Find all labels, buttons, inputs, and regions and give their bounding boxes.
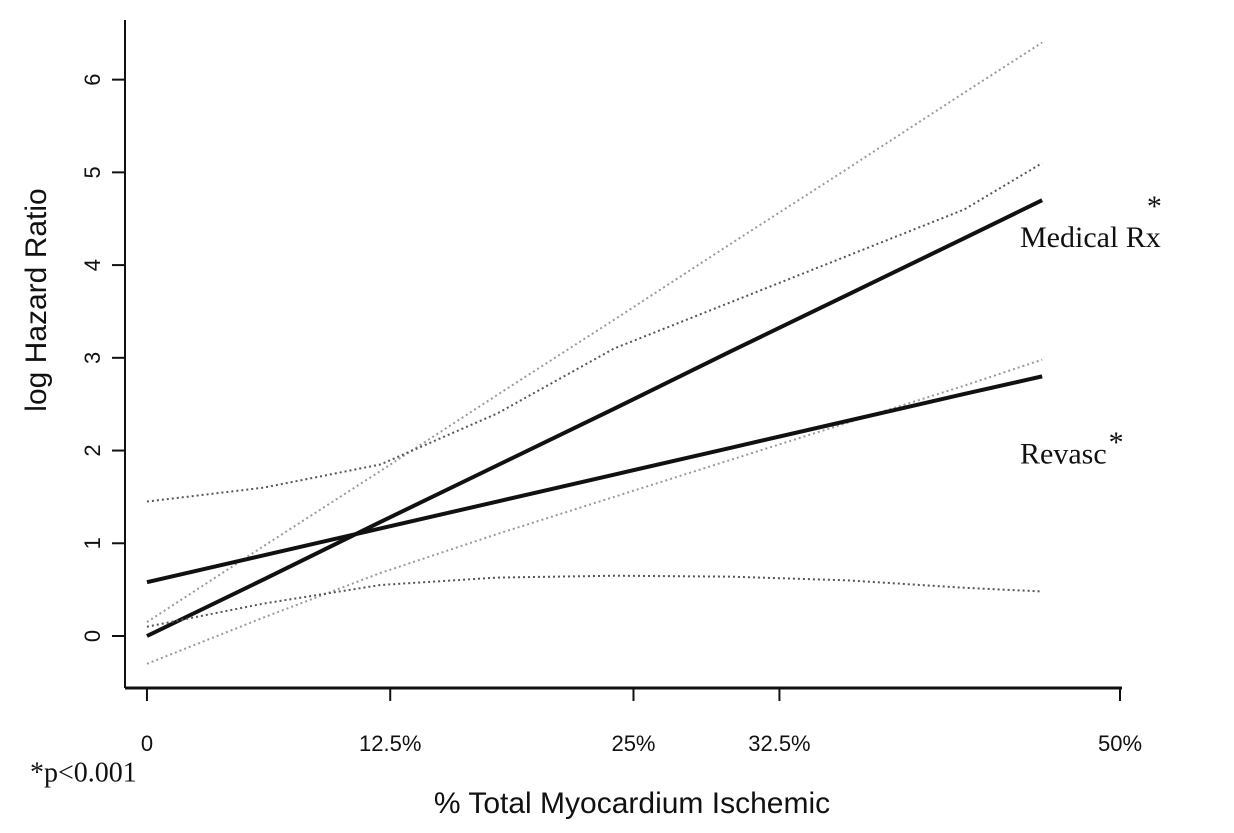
- x-tick-label: 0: [141, 731, 153, 756]
- significance-marker: *: [1109, 426, 1124, 459]
- series-label: Revasc: [1020, 437, 1107, 470]
- significance-marker: *: [1147, 190, 1162, 223]
- x-axis-label: % Total Myocardium Ischemic: [434, 787, 830, 820]
- y-tick-label: 6: [80, 74, 105, 86]
- y-tick-label: 4: [80, 259, 105, 271]
- y-tick-label: 1: [80, 537, 105, 549]
- y-axis-label: log Hazard Ratio: [20, 188, 53, 411]
- x-tick-label: 12.5%: [359, 731, 421, 756]
- y-tick-label: 2: [80, 444, 105, 456]
- y-tick-label: 3: [80, 352, 105, 364]
- confidence-bound: [146, 41, 1043, 623]
- line: [146, 198, 1044, 638]
- footnote: *p<0.001: [30, 757, 137, 788]
- confidence-bound: [146, 574, 1043, 628]
- y-tick-label: 0: [80, 630, 105, 642]
- confidence-bound: [146, 162, 1043, 503]
- y-tick-label: 5: [80, 166, 105, 178]
- x-tick-label: 32.5%: [748, 731, 810, 756]
- line: [146, 374, 1043, 585]
- confidence-bound: [146, 358, 1043, 665]
- series-label: Medical Rx: [1020, 221, 1161, 254]
- x-tick-label: 50%: [1098, 731, 1142, 756]
- x-tick-label: 25%: [611, 731, 655, 756]
